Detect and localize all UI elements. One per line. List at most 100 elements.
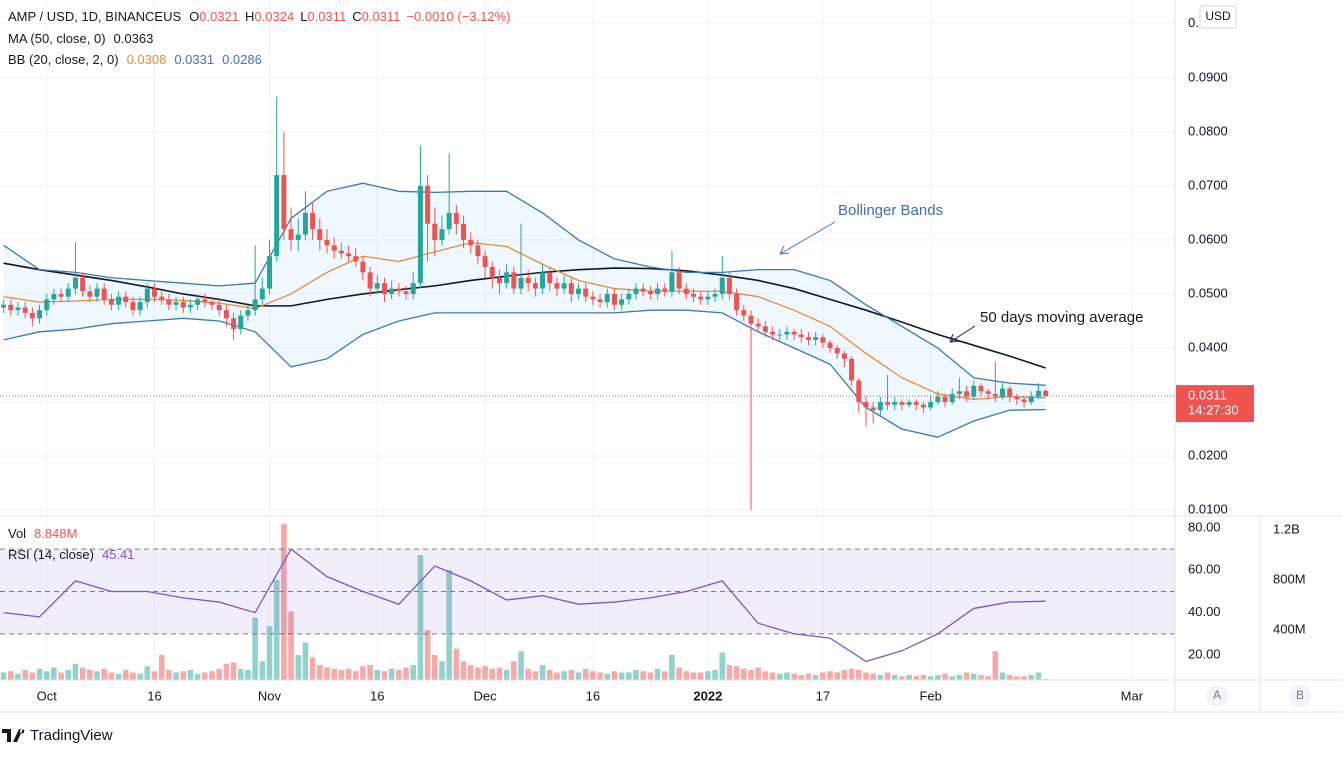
candle-body (964, 391, 970, 397)
x-tick-label: Dec (474, 688, 498, 703)
candle-body (180, 302, 186, 308)
rsi-tick-label: 20.00 (1188, 646, 1221, 661)
volume-bar (539, 665, 546, 680)
candle-body (540, 272, 546, 289)
volume-bar (374, 670, 381, 680)
candle-body (152, 288, 158, 297)
indicator-value: 0.0363 (114, 31, 154, 46)
candle-body (475, 245, 481, 257)
volume-bar (956, 675, 963, 680)
ma-line (3, 262, 1046, 369)
candle-body (65, 288, 71, 297)
volume-bar (683, 671, 690, 680)
symbol-title: AMP / USD, 1D, BINANCEUS (8, 9, 181, 24)
indicator-value: 0.0286 (222, 52, 262, 67)
candle-body (849, 358, 855, 381)
candle-body (698, 296, 704, 300)
volume-bar (43, 671, 50, 680)
x-tick-label: 16 (147, 688, 161, 703)
volume-bar (187, 670, 194, 680)
volume-bar (532, 671, 539, 680)
volume-bar (812, 675, 819, 680)
volume-bar (582, 668, 589, 680)
candle-body (15, 307, 21, 311)
volume-bar (65, 670, 72, 680)
volume-bar (453, 648, 460, 680)
candle-body (590, 296, 596, 300)
volume-bar (611, 671, 618, 680)
volume-bar (324, 667, 330, 680)
candle-body (856, 380, 862, 403)
volume-bar (1035, 672, 1042, 680)
candle-body (381, 283, 387, 294)
candle-body (195, 299, 201, 305)
volume-bar (575, 672, 582, 680)
volume-bar (482, 666, 488, 680)
volume-bar (741, 668, 747, 680)
ohlc-label: L (300, 9, 307, 24)
candle-body (576, 288, 582, 294)
volume-bar (568, 670, 575, 680)
volume-bar (360, 666, 366, 680)
candle-body (389, 288, 395, 294)
rsi-value: 45.41 (102, 547, 135, 562)
candle-body (504, 272, 510, 284)
candle-body (712, 293, 718, 297)
candle-body (992, 393, 998, 397)
candle-body (130, 302, 136, 311)
volume-bar (518, 651, 524, 680)
legend-indicator: BB (20, close, 2, 0) 0.0308 0.0331 0.0286 (8, 52, 262, 67)
candle-body (51, 293, 57, 300)
candle-body (705, 296, 711, 300)
y-tick-label: 0.0100 (1188, 502, 1228, 517)
volume-bar (798, 675, 805, 680)
candle-body (834, 348, 840, 354)
currency-box[interactable] (1199, 5, 1237, 29)
candle-body (770, 331, 776, 335)
candle-body (662, 288, 668, 292)
volume-bar (834, 672, 841, 680)
volume-bar (1042, 678, 1049, 680)
candle-body (166, 299, 172, 305)
candle-body (288, 229, 294, 240)
volume-bar (863, 672, 869, 680)
candle-body (108, 299, 114, 305)
volume-bar (841, 670, 848, 680)
candle-body (446, 212, 452, 230)
x-tick-label: 16 (370, 688, 384, 703)
candle-body (611, 293, 617, 305)
volume-bar (669, 655, 675, 680)
volume-bar (252, 617, 258, 680)
annotation-arrowhead (779, 245, 790, 255)
candle-body (159, 296, 165, 300)
candle-body (719, 277, 725, 294)
y-tick-label: 0.0600 (1188, 231, 1228, 246)
volume-bar (511, 661, 517, 680)
volume-bar (899, 676, 905, 680)
candle-body (942, 396, 948, 403)
candle-body (489, 266, 495, 278)
scale-button-label[interactable]: A (1213, 688, 1221, 702)
y-tick-label: 0.0200 (1188, 448, 1228, 463)
volume-bar (410, 665, 417, 680)
volume-bar (58, 672, 64, 680)
volume-bar (626, 672, 632, 680)
scale-button-label[interactable]: B (1296, 688, 1304, 702)
scale-button[interactable] (1289, 685, 1311, 707)
candle-body (137, 302, 143, 311)
candle-body (353, 256, 359, 262)
candle-body (655, 288, 661, 294)
x-tick-label: 17 (816, 688, 830, 703)
currency[interactable]: USD (1205, 9, 1231, 23)
candle-body (482, 256, 488, 267)
candle-body (734, 293, 740, 311)
legend-rsi: RSI (14, close) 45.41 (8, 547, 135, 562)
y-tick-label: 0.0800 (1188, 123, 1228, 138)
scale-button[interactable] (1206, 685, 1228, 707)
indicator-value: 0.0308 (127, 52, 167, 67)
candle-body (29, 312, 35, 319)
volume-bar (590, 671, 596, 680)
candle-body (525, 277, 531, 284)
x-tick-label: Nov (258, 688, 282, 703)
legend-main: AMP / USD, 1D, BINANCEUS O0.0321 H0.0324 L0… (8, 9, 510, 24)
